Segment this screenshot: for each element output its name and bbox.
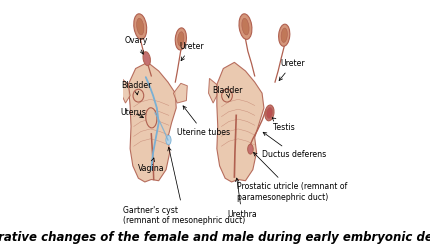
Text: The comparative changes of the female and male during early embryonic developmen: The comparative changes of the female an… (0, 231, 430, 245)
Text: Ovary: Ovary (125, 36, 148, 54)
Polygon shape (128, 62, 176, 182)
Ellipse shape (239, 14, 252, 39)
Ellipse shape (134, 14, 147, 39)
Text: Gartner's cyst
(remnant of mesonephric duct): Gartner's cyst (remnant of mesonephric d… (123, 147, 245, 225)
Ellipse shape (248, 144, 253, 154)
Text: Bladder: Bladder (121, 81, 151, 95)
Polygon shape (209, 78, 217, 103)
Ellipse shape (267, 107, 273, 118)
Text: Urethra: Urethra (227, 178, 257, 218)
Polygon shape (121, 78, 130, 103)
Ellipse shape (175, 28, 187, 50)
Text: Uterus: Uterus (121, 108, 147, 118)
Text: Ureter: Ureter (179, 42, 204, 61)
Text: Ureter: Ureter (279, 59, 305, 81)
Polygon shape (173, 83, 187, 103)
Polygon shape (217, 62, 264, 182)
Ellipse shape (143, 52, 150, 66)
Text: Uterine tubes: Uterine tubes (177, 106, 230, 137)
Ellipse shape (281, 28, 287, 42)
Ellipse shape (279, 24, 290, 46)
Ellipse shape (242, 18, 249, 35)
Ellipse shape (166, 135, 171, 145)
Ellipse shape (265, 105, 274, 121)
Ellipse shape (221, 89, 232, 102)
Text: Bladder: Bladder (212, 86, 243, 98)
Text: Testis: Testis (272, 118, 295, 132)
Text: Vagina: Vagina (138, 158, 164, 173)
Ellipse shape (178, 32, 184, 46)
Text: Prostatic utricle (remnant of
paramesonephric duct): Prostatic utricle (remnant of paramesone… (237, 153, 347, 202)
Ellipse shape (133, 89, 144, 102)
Text: Ductus deferens: Ductus deferens (262, 132, 326, 159)
Ellipse shape (146, 108, 157, 128)
Ellipse shape (137, 18, 144, 35)
